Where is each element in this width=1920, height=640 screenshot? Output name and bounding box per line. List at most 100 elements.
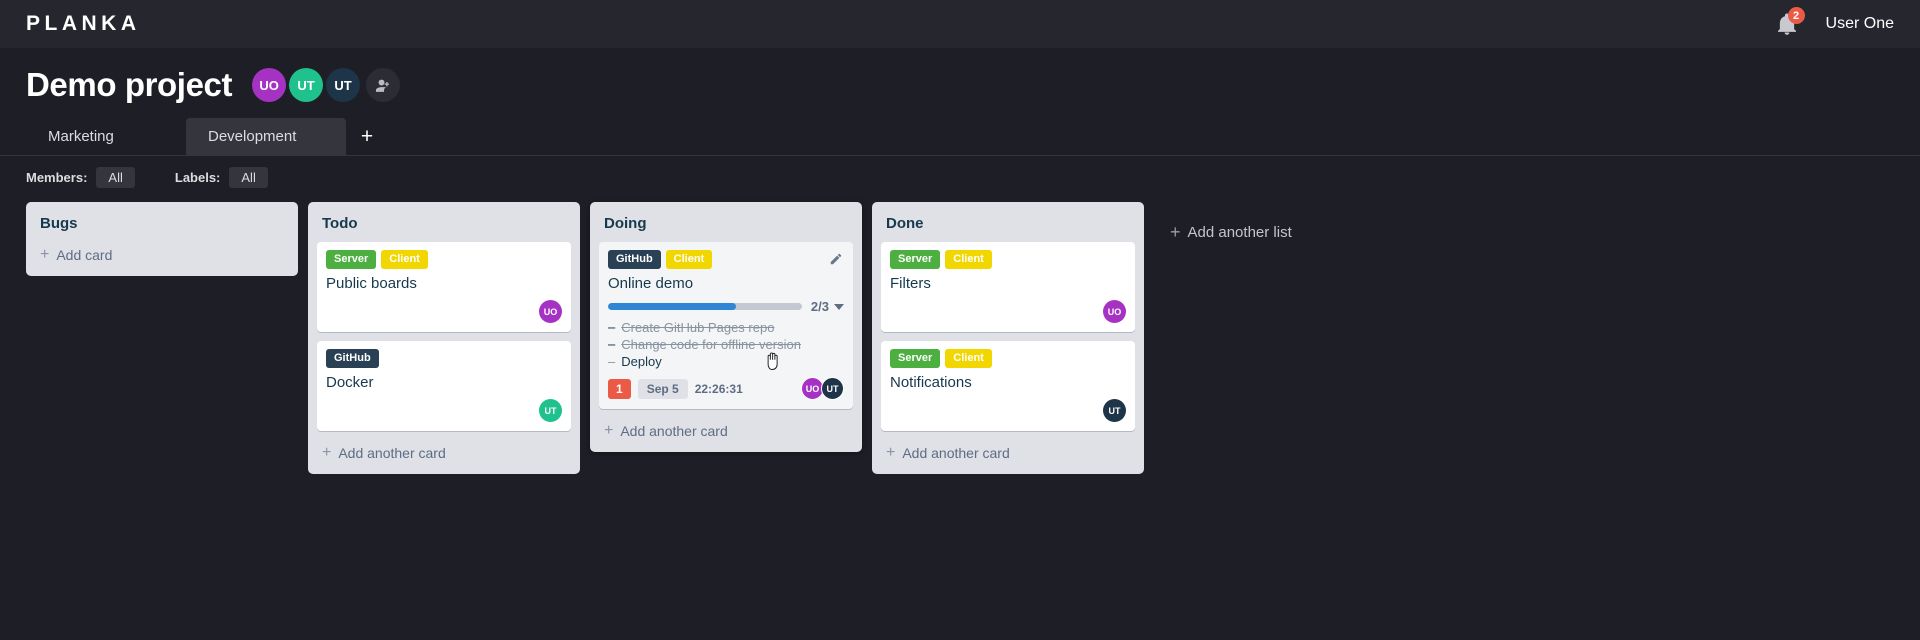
task-item[interactable]: – Change code for offline version: [608, 336, 844, 353]
card-title: Online demo: [608, 274, 694, 292]
card-title: Filters: [890, 274, 931, 292]
card-members: UT: [890, 399, 1126, 423]
avatar[interactable]: UT: [539, 399, 562, 423]
label-badge[interactable]: GitHub: [608, 250, 661, 269]
list-title[interactable]: Doing: [604, 215, 647, 232]
labels-filter-label: Labels:: [174, 170, 221, 185]
add-card-label: Add another card: [338, 445, 446, 462]
tab-marketing[interactable]: Marketing: [48, 128, 114, 145]
card-title: Public boards: [326, 274, 417, 292]
list-title[interactable]: Done: [886, 215, 924, 232]
avatar[interactable]: UT: [326, 68, 361, 102]
members-filter-value[interactable]: All: [96, 167, 135, 188]
card[interactable]: Server Client Notifications UT: [881, 341, 1135, 432]
plus-icon: +: [604, 422, 614, 440]
card-members: UT: [326, 399, 562, 423]
progress-toggle[interactable]: 2/3: [811, 299, 844, 314]
plus-icon: +: [40, 246, 50, 263]
card-labels: Server Client: [890, 349, 1126, 368]
page-title: Demo project: [26, 66, 233, 103]
project-header: Demo project UO UT UT: [0, 48, 1920, 104]
label-badge[interactable]: GitHub: [326, 349, 379, 368]
card-labels: GitHub: [326, 349, 562, 368]
label-badge[interactable]: Server: [890, 250, 941, 269]
task-text: Change code for offline version: [621, 337, 801, 353]
add-member-icon: [375, 79, 389, 92]
plus-icon: +: [322, 444, 332, 462]
tab-development[interactable]: Development: [186, 118, 346, 155]
progress-count: 2/3: [810, 299, 829, 315]
label-badge[interactable]: Client: [665, 250, 713, 269]
top-bar: PLANKA 2 User One: [0, 0, 1920, 48]
list-title[interactable]: Bugs: [40, 215, 78, 232]
list-title[interactable]: Todo: [322, 215, 358, 232]
chevron-down-icon: [834, 303, 844, 310]
task-text: Deploy: [621, 354, 662, 370]
list-column: Bugs + Add card: [26, 202, 298, 276]
card-title: Docker: [326, 373, 374, 391]
avatar[interactable]: UO: [539, 300, 562, 324]
avatar[interactable]: UO: [252, 68, 287, 102]
card[interactable]: Server Client Filters UO: [881, 242, 1135, 333]
add-list-button[interactable]: + Add another list: [1154, 214, 1308, 250]
task-item[interactable]: – Deploy: [608, 353, 844, 370]
task-dash-icon: –: [608, 337, 616, 353]
kanban-board: Bugs + Add card Todo Server Client Public boar…: [0, 202, 1920, 475]
task-progress: 2/3: [608, 299, 844, 314]
avatar[interactable]: UT: [1103, 399, 1126, 423]
add-list-label: Add another list: [1187, 223, 1292, 241]
label-badge[interactable]: Client: [381, 250, 428, 269]
add-card-label: Add another card: [902, 445, 1010, 462]
card[interactable]: GitHub Client Online demo 2/3– Create GitHub…: [599, 242, 853, 410]
task-dash-icon: –: [608, 354, 616, 370]
card-meta: 1 Sep 5 22:26:31 UO UT: [608, 377, 844, 401]
app-logo[interactable]: PLANKA: [26, 12, 141, 35]
add-board-button[interactable]: +: [360, 124, 374, 148]
avatar[interactable]: UO: [1103, 300, 1126, 324]
add-card-button[interactable]: + Add another card: [881, 440, 1135, 470]
add-member-button[interactable]: [366, 68, 401, 102]
add-card-button[interactable]: + Add another card: [599, 418, 853, 448]
card-labels: Server Client: [890, 250, 1126, 269]
card[interactable]: GitHub Docker UT: [317, 341, 571, 432]
avatar[interactable]: UT: [289, 68, 324, 102]
add-card-button[interactable]: + Add another card: [317, 440, 571, 470]
filters-bar: Members: All Labels: All: [0, 156, 1920, 188]
top-bar-right: 2 User One: [1774, 7, 1894, 37]
labels-filter-value[interactable]: All: [229, 167, 268, 188]
add-card-label: Add card: [56, 247, 113, 263]
notification-count-badge: 2: [1787, 7, 1805, 24]
notifications-button[interactable]: 2: [1774, 7, 1805, 37]
members-filter-label: Members:: [26, 170, 88, 185]
label-badge[interactable]: Client: [945, 250, 992, 269]
progress-track: [608, 303, 802, 311]
card-title: Notifications: [890, 373, 972, 391]
card-labels: GitHub Client: [608, 250, 844, 269]
add-card-label: Add another card: [620, 423, 728, 440]
user-menu-button[interactable]: User One: [1825, 15, 1894, 32]
card-members: UO: [326, 300, 562, 324]
board-tabs: Marketing Development +: [0, 118, 1920, 156]
card-members: UO: [890, 300, 1126, 324]
list-column: Done Server Client Filters UO Server Client Not…: [872, 202, 1144, 475]
label-badge[interactable]: Server: [326, 250, 377, 269]
plus-icon: +: [1170, 222, 1181, 242]
list-column: Doing GitHub Client Online demo 2/3– Create G…: [590, 202, 862, 453]
card-members: UO UT: [801, 377, 844, 401]
pencil-icon[interactable]: [829, 252, 843, 266]
avatar[interactable]: UT: [821, 377, 844, 401]
card-notification-badge: 1: [608, 378, 631, 399]
project-members: UO UT UT: [252, 68, 363, 102]
card-labels: Server Client: [326, 250, 562, 269]
timer-text[interactable]: 22:26:31: [694, 381, 743, 396]
label-badge[interactable]: Client: [945, 349, 992, 368]
progress-fill: [608, 303, 736, 311]
label-badge[interactable]: Server: [890, 349, 941, 368]
card[interactable]: Server Client Public boards UO: [317, 242, 571, 333]
task-dash-icon: –: [608, 320, 616, 336]
task-item[interactable]: – Create GitHub Pages repo: [608, 319, 844, 336]
plus-icon: +: [886, 444, 896, 462]
due-date-badge[interactable]: Sep 5: [637, 378, 688, 399]
task-text: Create GitHub Pages repo: [621, 320, 775, 336]
add-card-button[interactable]: + Add card: [35, 242, 289, 272]
